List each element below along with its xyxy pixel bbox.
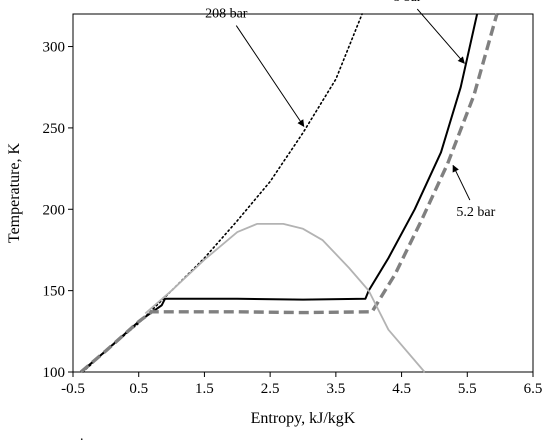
annotation-arrow bbox=[235, 25, 305, 127]
y-tick-label: 150 bbox=[43, 284, 66, 300]
y-tick-label: 250 bbox=[43, 121, 66, 137]
annotation-arrow bbox=[416, 8, 465, 64]
annotations: 208 bar 8 bar 5.2 bar bbox=[205, 0, 496, 220]
series-line-saturation-dome bbox=[144, 222, 426, 373]
annotation-label: 208 bar bbox=[205, 7, 248, 22]
annotation-label: 5.2 bar bbox=[456, 205, 495, 220]
x-tick-label: 6.5 bbox=[524, 381, 543, 397]
x-axis-ticks: -0.5 0.5 1.5 2.5 3.5 4.5 5.5 6.5 bbox=[61, 372, 542, 397]
annotation-arrow bbox=[452, 164, 471, 201]
annotation-label: 8 bar bbox=[393, 0, 422, 5]
footnote-mark: . bbox=[80, 429, 84, 443]
x-tick-label: -0.5 bbox=[61, 381, 85, 397]
y-tick-label: 300 bbox=[43, 40, 66, 56]
series-line-5-2-bar bbox=[79, 13, 499, 374]
plot-frame bbox=[72, 13, 534, 373]
series-layer bbox=[79, 13, 499, 374]
y-tick-label: 200 bbox=[43, 202, 66, 218]
x-tick-label: 1.5 bbox=[195, 381, 214, 397]
y-axis-ticks: 100 150 200 250 300 bbox=[43, 40, 73, 381]
x-tick-label: 4.5 bbox=[392, 381, 411, 397]
x-tick-label: 0.5 bbox=[129, 381, 148, 397]
x-tick-label: 5.5 bbox=[458, 381, 477, 397]
series-line-208-bar bbox=[82, 13, 363, 373]
y-tick-label: 100 bbox=[43, 365, 66, 381]
y-axis-title: Temperature, K bbox=[6, 142, 23, 243]
x-tick-label: 2.5 bbox=[261, 381, 280, 397]
x-axis-title: Entropy, kJ/kgK bbox=[251, 410, 356, 427]
x-tick-label: 3.5 bbox=[326, 381, 345, 397]
